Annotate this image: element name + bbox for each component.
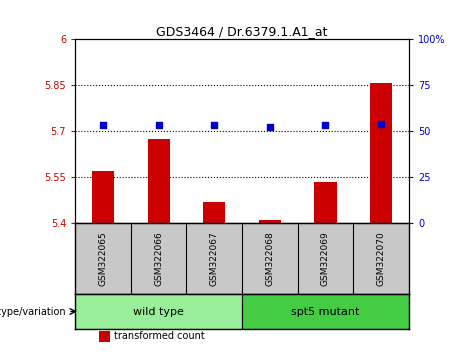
Bar: [242, 294, 409, 329]
Point: [99, 122, 107, 128]
Bar: [370, 84, 392, 223]
Text: GSM322069: GSM322069: [321, 231, 330, 286]
Bar: [92, 171, 114, 223]
Bar: [75, 294, 242, 329]
Point: [211, 122, 218, 128]
Text: spt5 mutant: spt5 mutant: [291, 307, 360, 316]
Text: GSM322067: GSM322067: [210, 231, 219, 286]
Point: [155, 122, 163, 128]
Point: [266, 125, 274, 130]
Text: wild type: wild type: [133, 307, 184, 316]
Point: [321, 122, 329, 128]
Point: [377, 121, 385, 126]
Bar: [203, 201, 226, 223]
Bar: [314, 182, 337, 223]
Text: GSM322065: GSM322065: [99, 231, 108, 286]
Text: GSM322068: GSM322068: [266, 231, 274, 286]
Text: GSM322070: GSM322070: [376, 231, 385, 286]
Text: GSM322066: GSM322066: [154, 231, 163, 286]
Bar: [258, 220, 281, 223]
Bar: [148, 139, 170, 223]
Text: transformed count: transformed count: [114, 331, 204, 341]
Title: GDS3464 / Dr.6379.1.A1_at: GDS3464 / Dr.6379.1.A1_at: [157, 25, 328, 38]
Text: genotype/variation: genotype/variation: [0, 307, 66, 316]
